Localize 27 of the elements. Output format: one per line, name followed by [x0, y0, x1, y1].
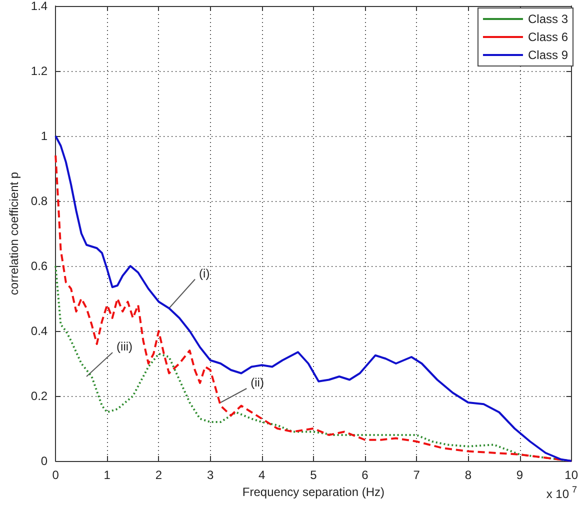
x-tick-label: 4 [258, 468, 266, 482]
y-tick-label: 0.4 [30, 324, 48, 338]
x-tick-label: 5 [310, 468, 318, 482]
x-tick-label: 7 [413, 468, 420, 482]
legend-label: Class 9 [528, 48, 568, 62]
y-tick-label: 1.2 [30, 64, 48, 78]
y-tick-label: 0.2 [30, 389, 48, 403]
y-tick-label: 1.4 [30, 0, 48, 13]
y-tick-label: 0 [40, 454, 48, 468]
x-tick-label: 8 [464, 468, 472, 482]
x-tick-label: 1 [104, 468, 111, 482]
x-tick-label: 9 [516, 468, 524, 482]
x-tick-label: 2 [155, 468, 162, 482]
annotation: (iii) [116, 340, 133, 354]
x-tick-label: 6 [362, 468, 369, 482]
x-tick-label: 10 [564, 468, 578, 482]
legend-label: Class 6 [528, 30, 568, 44]
y-tick-label: 0.6 [30, 259, 48, 273]
x-tick-label: 3 [206, 468, 214, 482]
y-axis-title: correlation coefficient p [7, 172, 21, 296]
x-tick-label: 0 [52, 468, 60, 482]
y-tick-label: 0.8 [30, 194, 48, 208]
annotation: (ii) [250, 376, 264, 390]
annotation: (i) [199, 266, 210, 280]
legend-label: Class 3 [528, 12, 568, 26]
y-tick-label: 1 [40, 129, 48, 143]
x-axis-title: Frequency separation (Hz) [242, 484, 384, 499]
